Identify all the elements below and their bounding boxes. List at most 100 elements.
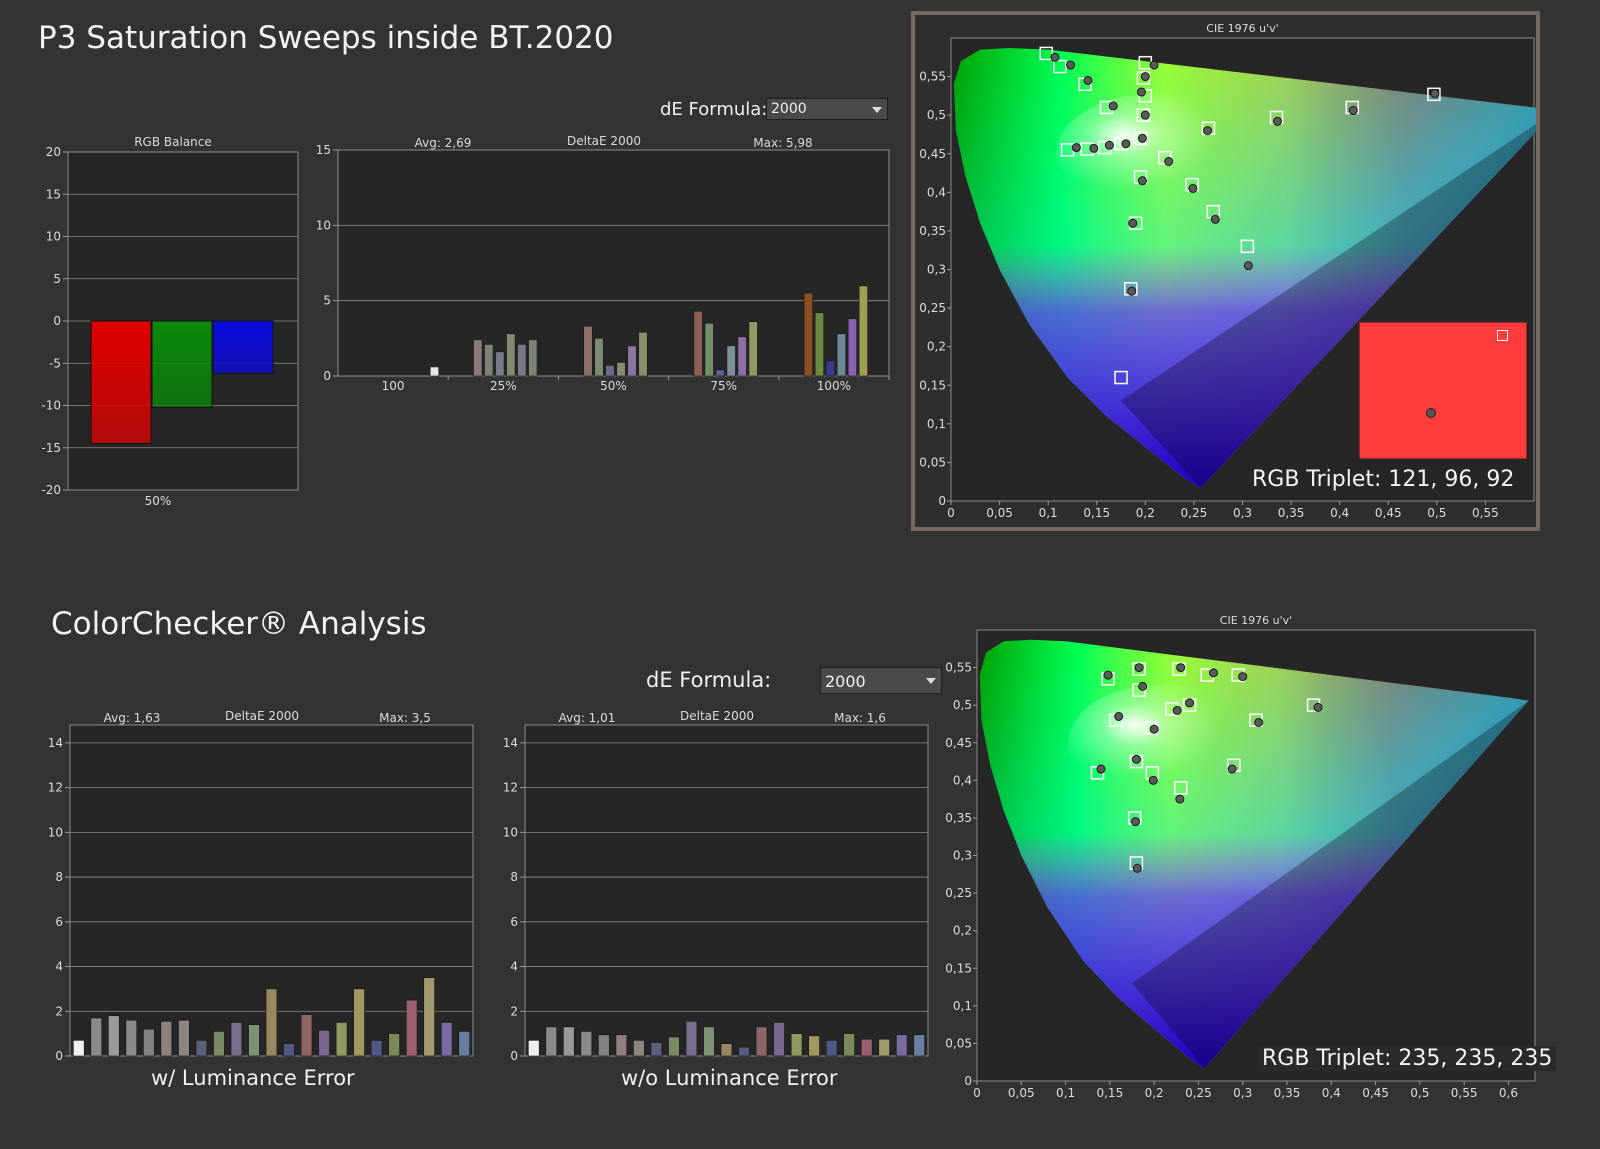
measured-marker	[1185, 698, 1195, 708]
x-tick-label: 0,25	[1185, 1086, 1212, 1100]
bar	[638, 332, 648, 377]
measured-marker	[1137, 133, 1147, 143]
bar	[704, 322, 714, 377]
bar	[755, 1026, 768, 1057]
bar	[668, 1036, 680, 1057]
gamut-shade	[1132, 700, 1529, 1069]
bar	[773, 1022, 785, 1057]
y-tick-label: 2	[55, 1004, 63, 1018]
bar	[318, 1029, 330, 1057]
bar	[506, 333, 516, 377]
x-tick-label: 0,4	[1330, 506, 1349, 520]
measured-marker	[1137, 176, 1147, 186]
x-tick-label: 0,25	[1181, 506, 1208, 520]
section-title-colorchecker: ColorChecker® Analysis	[51, 606, 427, 642]
x-tick-label: 0,3	[1233, 1086, 1252, 1100]
measured-marker	[1188, 183, 1198, 193]
y-tick-label: 14	[503, 736, 518, 750]
gamut-shade	[1121, 124, 1536, 488]
top-de-formula-label: dE Formula:	[660, 99, 768, 120]
x-tick-label: 0,2	[1145, 1086, 1164, 1100]
y-tick-label: 0,45	[945, 736, 972, 750]
measured-marker	[1149, 724, 1159, 734]
y-tick-label: -20	[41, 483, 61, 497]
x-tick-label: 0,45	[1362, 1086, 1389, 1100]
measured-marker	[1164, 156, 1174, 166]
bar	[388, 1033, 400, 1057]
avg-label: Avg: 1,01	[559, 711, 616, 725]
measured-marker	[1254, 717, 1264, 727]
max-label: Max: 3,5	[379, 711, 431, 725]
y-tick-label: 0,4	[927, 185, 946, 199]
y-tick-label: 0,55	[945, 661, 972, 675]
y-tick-label: 6	[510, 915, 518, 929]
y-tick-label: 0,5	[953, 698, 972, 712]
y-tick-label: 0,05	[945, 1036, 972, 1050]
bar	[563, 1026, 575, 1057]
measured-marker	[1210, 214, 1220, 224]
bar	[423, 977, 435, 1057]
y-tick-label: 10	[316, 218, 331, 232]
colorchecker-de-without-lum-chart: 14 12 10 8 6 4 2 0 Avg: 1,01 DeltaE 2000 Max: 1,6	[503, 709, 929, 1063]
x-tick-label: 0	[947, 506, 955, 520]
bar	[685, 1021, 698, 1057]
bar-blue	[212, 320, 274, 374]
bar	[825, 360, 835, 377]
chart-title: CIE 1976 u'v'	[1220, 614, 1292, 627]
saturation-delta-e-chart: 15 10 5 0 Avg: 2,69 DeltaE 2000 Max: 5,98 100 25…	[316, 134, 890, 393]
x-tick-label: 25%	[490, 379, 517, 393]
measured-marker	[1203, 126, 1213, 136]
measured-marker	[1131, 754, 1141, 764]
y-tick-label: -15	[41, 441, 61, 455]
bottom-de-formula-select[interactable]: 2000	[820, 667, 942, 694]
bar	[484, 344, 494, 377]
max-label: Max: 5,98	[753, 136, 812, 150]
x-tick-label: 0,1	[1056, 1086, 1075, 1100]
top-de-formula-select[interactable]: 2000	[766, 98, 888, 120]
bar	[878, 1038, 890, 1057]
bar	[913, 1034, 925, 1057]
bar	[160, 1021, 173, 1057]
y-tick-label: 8	[510, 870, 518, 884]
measured-marker	[1138, 681, 1148, 691]
colorchecker-de-with-lum-chart: 14 12 10 8 6 4 2 0 Avg: 1,63 DeltaE 2000 Max: 3,5	[48, 709, 474, 1063]
bar	[230, 1022, 243, 1057]
y-tick-label: 6	[55, 915, 63, 929]
bar	[703, 1026, 715, 1057]
y-tick-label: -10	[41, 399, 61, 413]
target-marker	[1114, 370, 1128, 385]
bar	[545, 1026, 558, 1057]
bar	[616, 362, 626, 377]
y-tick-label: 0,25	[919, 301, 946, 315]
measured-marker	[1050, 52, 1060, 62]
x-tick-label: 100	[382, 379, 405, 393]
bar	[715, 369, 725, 377]
measured-marker	[1066, 60, 1076, 70]
measured-marker	[1348, 106, 1358, 116]
x-tick-label: 0,35	[1278, 506, 1305, 520]
measured-marker	[1103, 670, 1113, 680]
max-label: Max: 1,6	[834, 711, 886, 725]
plot-area	[524, 724, 929, 1057]
bar	[335, 1022, 348, 1057]
y-tick-label: 0,2	[927, 340, 946, 354]
chevron-down-icon	[872, 107, 882, 113]
bar	[738, 1046, 750, 1057]
top-de-formula-value: 2000	[771, 101, 807, 117]
x-tick-label: 0,5	[1427, 506, 1446, 520]
bar	[125, 1019, 138, 1057]
y-tick-label: 0,2	[953, 924, 972, 938]
x-tick-label: 0,1	[1039, 506, 1058, 520]
bar	[405, 999, 418, 1057]
bar	[598, 1034, 610, 1057]
bottom-de-formula-label: dE Formula:	[646, 668, 772, 692]
measured-marker	[1134, 663, 1144, 673]
bar	[605, 365, 615, 377]
bar	[195, 1040, 208, 1057]
measured-marker	[1131, 817, 1141, 827]
target-marker	[1427, 87, 1441, 102]
y-tick-label: 5	[53, 272, 61, 286]
y-tick-label: 12	[48, 781, 63, 795]
x-tick-label: 0,15	[1096, 1086, 1123, 1100]
bar	[429, 366, 439, 377]
